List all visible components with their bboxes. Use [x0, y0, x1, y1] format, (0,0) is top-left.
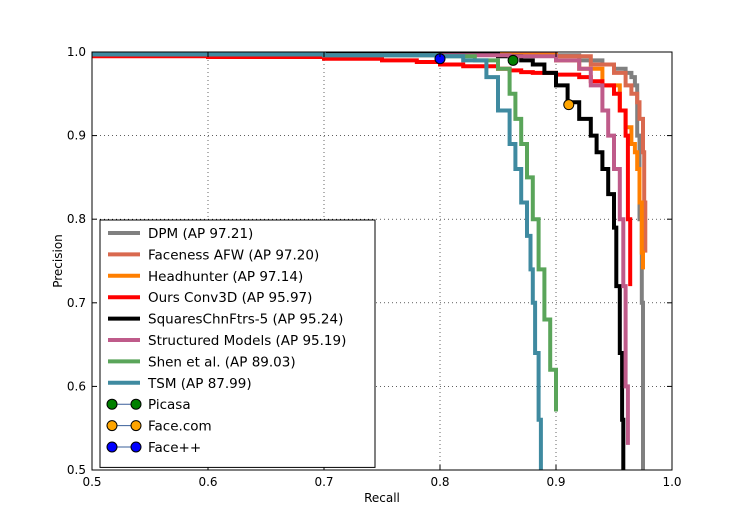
- x-tick-label: 0.6: [198, 475, 217, 489]
- legend-point-marker-right-2: [130, 441, 142, 453]
- legend-point-marker-left-0: [106, 398, 118, 410]
- legend-label-5: Structured Models (AP 95.19): [148, 333, 346, 349]
- legend-point-marker-right-0: [130, 398, 142, 410]
- plot-frame: [91, 51, 673, 471]
- y-tick-label: 1.0: [67, 45, 86, 59]
- y-tick-label: 0.9: [67, 129, 86, 143]
- legend-label-0: DPM (AP 97.21): [148, 226, 253, 242]
- series-line-4: [92, 51, 626, 470]
- legend-label-7: TSM (AP 87.99): [147, 376, 252, 392]
- x-axis-label: Recall: [364, 491, 400, 505]
- legend-point-label-0: Picasa: [148, 397, 191, 413]
- y-tick-label: 0.6: [67, 379, 86, 393]
- point-marker-1: [563, 99, 575, 111]
- legend-point-label-2: Face++: [148, 440, 201, 456]
- legend-point-marker-left-1: [106, 420, 118, 432]
- axis-ticks: 0.5 0.6 0.7 0.8 0.9 1.0 0.5 0.6 0.7 0.8 0.9 1.0: [67, 45, 682, 489]
- legend-label-2: Headhunter (AP 97.14): [148, 269, 303, 285]
- single-point-markers: [434, 53, 575, 111]
- legend-label-4: SquaresChnFtrs-5 (AP 95.24): [148, 312, 343, 328]
- y-tick-label: 0.8: [67, 212, 86, 226]
- legend-point-marker-right-1: [130, 420, 142, 432]
- x-tick-label: 0.9: [546, 475, 565, 489]
- legend-label-6: Shen et al. (AP 89.03): [148, 354, 296, 370]
- series-line-3: [92, 54, 633, 287]
- x-tick-label: 0.8: [430, 475, 449, 489]
- legend-point-label-1: Face.com: [148, 419, 212, 435]
- legend-label-3: Ours Conv3D (AP 95.97): [148, 290, 312, 306]
- series-lines: [92, 51, 648, 470]
- x-tick-label: 0.5: [82, 475, 101, 489]
- x-tick-label: 1.0: [662, 475, 681, 489]
- point-marker-0: [507, 54, 519, 66]
- legend-label-1: Faceness AFW (AP 97.20): [148, 247, 319, 263]
- legend-box: [99, 219, 376, 468]
- y-axis-label: Precision: [51, 234, 65, 288]
- y-tick-label: 0.7: [67, 296, 86, 310]
- legend: DPM (AP 97.21) Faceness AFW (AP 97.20) Hea…: [99, 219, 376, 468]
- y-tick-label: 0.5: [67, 463, 86, 477]
- legend-point-marker-left-2: [106, 441, 118, 453]
- x-tick-label: 0.7: [314, 475, 333, 489]
- series-line-7: [92, 52, 543, 470]
